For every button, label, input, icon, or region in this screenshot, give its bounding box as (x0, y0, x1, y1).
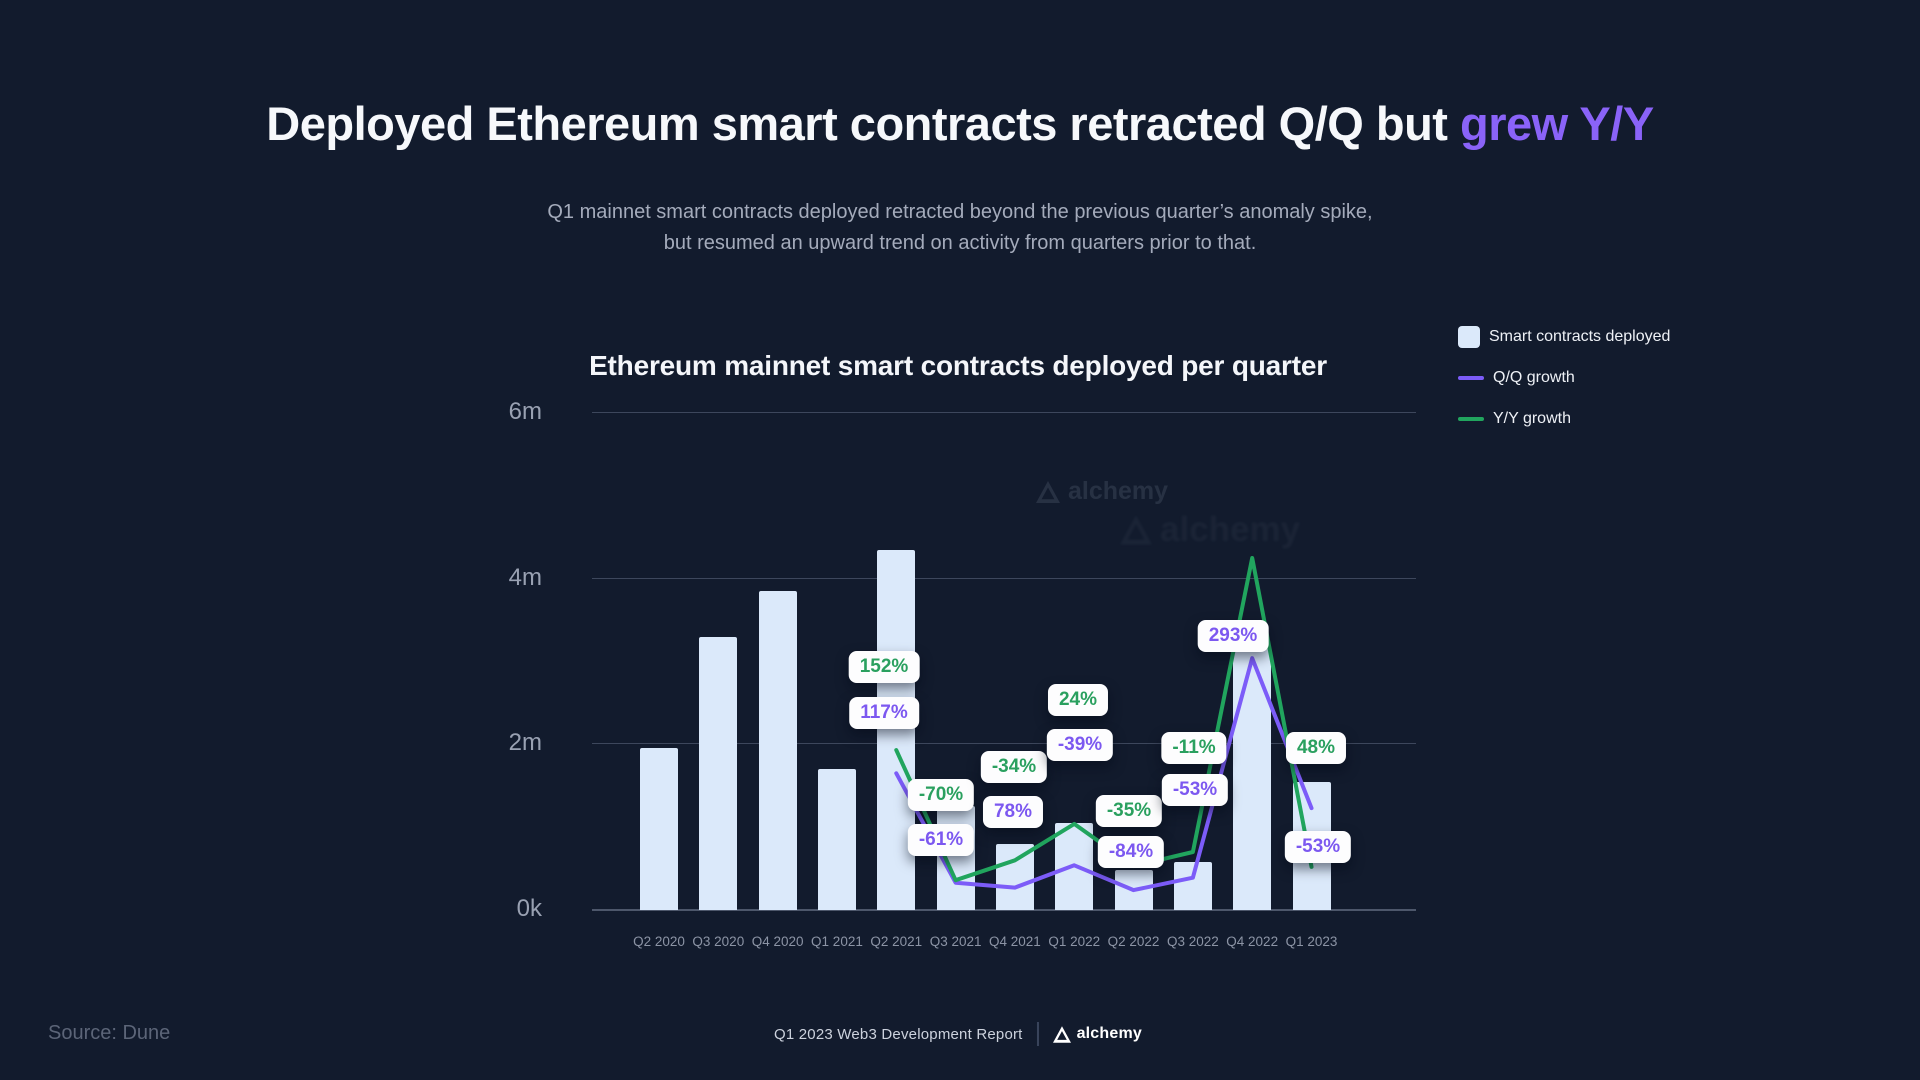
bar-q2-2021 (877, 549, 916, 910)
bar-q2-2022 (1114, 870, 1153, 910)
bar-q1-2022 (1055, 823, 1094, 910)
data-label-yy--34-: -34% (980, 751, 1048, 783)
data-label-yy--70-: -70% (907, 779, 975, 811)
watermark-label: alchemy (1160, 510, 1301, 549)
footer-brand: alchemy (1052, 1025, 1143, 1043)
alchemy-logo-icon (1120, 515, 1152, 545)
yy-line-swatch-icon (1458, 416, 1484, 421)
bar-q4-2021 (995, 843, 1034, 910)
bar-q3-2022 (1173, 861, 1212, 910)
x-axis-tick-q1-2021: Q1 2021 (811, 934, 863, 949)
bar-q1-2021 (817, 769, 856, 910)
legend-label: Q/Q growth (1493, 368, 1575, 386)
bar-q3-2020 (699, 636, 738, 910)
bar-q4-2020 (758, 591, 797, 910)
gridline-6m (592, 412, 1416, 414)
data-label-qq--53-: -53% (1161, 774, 1229, 806)
y-axis-tick-0k: 0k (516, 895, 542, 922)
alchemy-logo-icon (1036, 480, 1060, 503)
x-axis-tick-q3-2020: Q3 2020 (692, 934, 745, 949)
page-title-main: Deployed Ethereum smart contracts retrac… (266, 97, 1461, 150)
page-subtitle-line1: Q1 mainnet smart contracts deployed retr… (547, 201, 1373, 223)
page-subtitle: Q1 mainnet smart contracts deployed retr… (0, 197, 1920, 259)
x-axis-tick-q4-2020: Q4 2020 (751, 934, 804, 949)
x-axis-tick-q3-2021: Q3 2021 (929, 934, 982, 949)
legend-label: Smart contracts deployed (1489, 327, 1671, 345)
page-title-accent: grew Y/Y (1460, 97, 1654, 150)
data-label-qq--84-: -84% (1097, 836, 1165, 868)
x-axis-tick-q1-2023: Q1 2023 (1285, 934, 1338, 949)
footer-brand-label: alchemy (1076, 1025, 1143, 1042)
x-axis-tick-q2-2021: Q2 2021 (870, 934, 923, 949)
page-title: Deployed Ethereum smart contracts retrac… (0, 96, 1920, 151)
watermark-alchemy: alchemy (1036, 477, 1168, 506)
bar-swatch-icon (1458, 325, 1480, 348)
gridline-4m (592, 577, 1416, 579)
chart-title: Ethereum mainnet smart contracts deploye… (589, 350, 1327, 381)
data-label-yy-152-: 152% (848, 651, 920, 683)
data-label-yy--35-: -35% (1095, 795, 1163, 827)
watermark-label: alchemy (1068, 477, 1169, 505)
qq-line-swatch-icon (1458, 375, 1484, 380)
x-axis-tick-q4-2022: Q4 2022 (1226, 934, 1279, 949)
y-axis-tick-4m: 4m (508, 563, 542, 591)
x-axis-tick-q3-2022: Q3 2022 (1166, 934, 1219, 949)
x-axis-tick-q1-2022: Q1 2022 (1048, 934, 1101, 949)
x-axis-tick-q2-2022: Q2 2022 (1107, 934, 1160, 949)
data-label-qq-293-: 293% (1197, 620, 1269, 652)
data-label-yy--11-: -11% (1161, 732, 1227, 764)
x-axis-tick-q4-2021: Q4 2021 (989, 934, 1041, 949)
footer: Q1 2023 Web3 Development Report alchemy (774, 1022, 1142, 1046)
data-label-qq--53-: -53% (1284, 831, 1352, 863)
legend-item-bars: Smart contracts deployed (1458, 324, 1670, 349)
bar-q4-2022 (1233, 647, 1272, 910)
gridline-0k (592, 909, 1416, 911)
data-label-qq-78-: 78% (982, 796, 1044, 828)
x-axis-tick-q2-2020: Q2 2020 (633, 934, 685, 949)
legend-item-yy-growth: Y/Y growth (1458, 406, 1670, 431)
data-label-qq--39-: -39% (1046, 729, 1114, 761)
y-axis-tick-2m: 2m (508, 729, 542, 757)
data-label-qq-117-: 117% (849, 697, 919, 729)
footer-report-title: Q1 2023 Web3 Development Report (773, 1025, 1023, 1043)
footer-divider (1036, 1022, 1039, 1046)
legend-label: Y/Y growth (1493, 409, 1571, 427)
watermark-alchemy-echo: alchemy (1120, 510, 1300, 550)
source-note: Source: Dune (48, 1022, 171, 1044)
bar-q2-2020 (640, 748, 678, 910)
legend-item-qq-growth: Q/Q growth (1458, 365, 1670, 390)
page-subtitle-line2: but resumed an upward trend on activity … (663, 232, 1257, 254)
data-label-qq--61-: -61% (907, 824, 975, 856)
bar-q3-2021 (936, 806, 975, 910)
data-label-yy-48-: 48% (1285, 732, 1347, 764)
alchemy-logo-icon (1052, 1025, 1071, 1043)
chart-legend: Smart contracts deployed Q/Q growth Y/Y … (1458, 324, 1670, 431)
y-axis-tick-6m: 6m (508, 398, 542, 426)
data-label-yy-24-: 24% (1047, 684, 1109, 716)
